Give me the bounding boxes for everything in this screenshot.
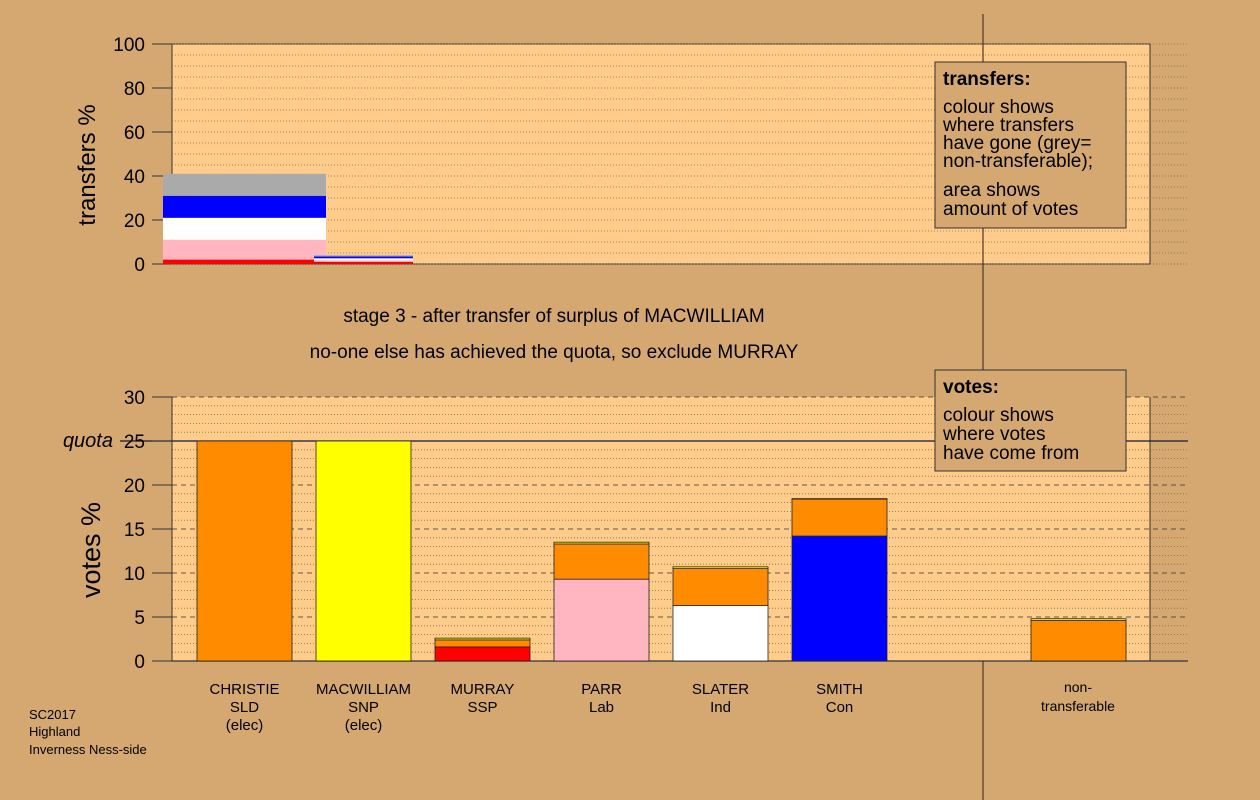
candidate-party: Ind bbox=[710, 699, 731, 716]
y-tick-label: 0 bbox=[134, 652, 145, 673]
y-tick-label: 40 bbox=[124, 167, 145, 188]
vote-segment bbox=[553, 578, 650, 662]
y-tick-label: 25 bbox=[124, 432, 145, 453]
vote-segment bbox=[553, 541, 650, 545]
transfers-legend-line: where transfers bbox=[942, 115, 1074, 136]
nontransferable-label: non- bbox=[1064, 679, 1092, 695]
transfer-segment bbox=[163, 217, 326, 240]
votes-y-ticks: 0 5 10 15 20 25 30 bbox=[124, 388, 172, 673]
transfer-segment bbox=[314, 255, 413, 257]
candidate-name: SLATER bbox=[692, 681, 749, 698]
y-tick-label: 20 bbox=[124, 476, 145, 497]
vote-segment bbox=[1030, 620, 1127, 662]
transfer-segment bbox=[314, 258, 413, 261]
candidate-name: SMITH bbox=[816, 681, 863, 698]
votes-bars bbox=[196, 440, 1127, 662]
transfer-segment bbox=[314, 261, 413, 264]
transfers-legend-line: area shows bbox=[943, 180, 1040, 201]
votes-y-axis-label: votes % bbox=[76, 502, 106, 598]
vote-segment bbox=[791, 535, 888, 662]
vote-segment bbox=[434, 639, 531, 648]
votes-legend-line: have come from bbox=[943, 443, 1079, 464]
transfer-segment bbox=[314, 260, 413, 262]
transfers-legend-line: amount of votes bbox=[943, 199, 1078, 220]
candidate-name: MURRAY bbox=[451, 681, 515, 698]
footer-election: SC2017 bbox=[29, 707, 76, 722]
stage-caption-line-2: no-one else has achieved the quota, so e… bbox=[310, 342, 799, 363]
transfers-legend-line: colour shows bbox=[943, 97, 1054, 118]
votes-candidate-labels: CHRISTIESLD(elec)MACWILLIAMSNP(elec)MURR… bbox=[209, 679, 1115, 734]
transfer-segment bbox=[163, 195, 326, 218]
transfers-legend-line: non-transferable); bbox=[943, 151, 1093, 172]
candidate-status: (elec) bbox=[345, 717, 383, 734]
candidate-party: SNP bbox=[348, 699, 379, 716]
candidate-party: SSP bbox=[467, 699, 497, 716]
vote-segment bbox=[672, 605, 769, 662]
candidate-name: MACWILLIAM bbox=[316, 681, 411, 698]
y-tick-label: 60 bbox=[124, 123, 145, 144]
vote-segment bbox=[553, 543, 650, 580]
y-tick-label: 0 bbox=[134, 255, 145, 276]
vote-segment bbox=[672, 566, 769, 570]
candidate-name: PARR bbox=[581, 681, 622, 698]
vote-segment bbox=[1030, 618, 1127, 621]
vote-segment bbox=[791, 498, 888, 500]
candidate-status: (elec) bbox=[226, 717, 264, 734]
vote-segment bbox=[434, 646, 531, 662]
transfers-legend-line: have gone (grey= bbox=[943, 133, 1091, 154]
candidate-party: Lab bbox=[589, 699, 614, 716]
vote-segment bbox=[196, 440, 293, 662]
transfer-segment bbox=[163, 239, 326, 260]
votes-legend-title: votes: bbox=[943, 377, 999, 398]
y-tick-label: 30 bbox=[124, 388, 145, 409]
y-tick-label: 80 bbox=[124, 79, 145, 100]
nontransferable-label: transferable bbox=[1041, 698, 1115, 714]
footer-council: Highland bbox=[29, 724, 80, 739]
stage-caption-line-1: stage 3 - after transfer of surplus of M… bbox=[343, 306, 764, 327]
votes-legend-box bbox=[934, 369, 1127, 472]
y-tick-label: 20 bbox=[124, 211, 145, 232]
transfers-legend-box bbox=[934, 61, 1127, 229]
votes-legend: votes: colour shows where votes have com… bbox=[934, 369, 1127, 472]
candidate-party: Con bbox=[826, 699, 854, 716]
y-tick-label: 100 bbox=[113, 35, 145, 56]
footer-ward: Inverness Ness-side bbox=[29, 742, 147, 757]
transfer-segment bbox=[314, 256, 413, 259]
candidate-name: CHRISTIE bbox=[209, 681, 279, 698]
vote-segment bbox=[672, 568, 769, 606]
transfers-legend-title: transfers: bbox=[943, 69, 1031, 90]
transfers-bars bbox=[163, 173, 413, 264]
vote-segment bbox=[315, 440, 412, 662]
transfer-segment bbox=[163, 173, 326, 196]
y-tick-label: 5 bbox=[134, 608, 145, 629]
y-tick-label: 10 bbox=[124, 564, 145, 585]
transfers-y-ticks: 0 20 40 60 80 100 bbox=[113, 35, 172, 276]
vote-segment bbox=[434, 637, 531, 641]
votes-legend-line: where votes bbox=[942, 424, 1045, 445]
candidate-party: SLD bbox=[230, 699, 259, 716]
transfer-segment bbox=[163, 259, 326, 264]
y-tick-label: 15 bbox=[124, 520, 145, 541]
transfers-y-axis-label: transfers % bbox=[74, 104, 101, 225]
quota-label: quota bbox=[63, 430, 113, 452]
votes-legend-line: colour shows bbox=[943, 405, 1054, 426]
vote-segment bbox=[791, 498, 888, 537]
transfers-legend: transfers: colour shows where transfers … bbox=[934, 61, 1127, 229]
